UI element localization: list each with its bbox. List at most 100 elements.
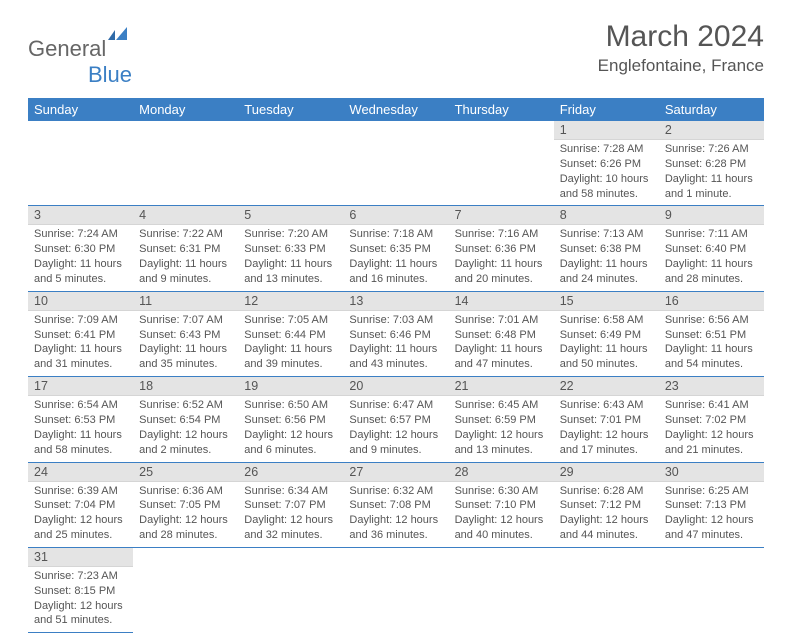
day-details: Sunrise: 7:16 AMSunset: 6:36 PMDaylight:… bbox=[449, 225, 554, 290]
day-number: 3 bbox=[28, 206, 133, 225]
calendar-cell: 12Sunrise: 7:05 AMSunset: 6:44 PMDayligh… bbox=[238, 291, 343, 376]
calendar-cell bbox=[238, 121, 343, 206]
calendar-row: 31Sunrise: 7:23 AMSunset: 8:15 PMDayligh… bbox=[28, 547, 764, 632]
calendar-cell: 20Sunrise: 6:47 AMSunset: 6:57 PMDayligh… bbox=[343, 377, 448, 462]
day-details: Sunrise: 6:39 AMSunset: 7:04 PMDaylight:… bbox=[28, 482, 133, 547]
day-details: Sunrise: 6:30 AMSunset: 7:10 PMDaylight:… bbox=[449, 482, 554, 547]
day-details: Sunrise: 6:45 AMSunset: 6:59 PMDaylight:… bbox=[449, 396, 554, 461]
day-details: Sunrise: 7:24 AMSunset: 6:30 PMDaylight:… bbox=[28, 225, 133, 290]
calendar-cell: 5Sunrise: 7:20 AMSunset: 6:33 PMDaylight… bbox=[238, 206, 343, 291]
day-details: Sunrise: 7:03 AMSunset: 6:46 PMDaylight:… bbox=[343, 311, 448, 376]
day-details: Sunrise: 6:28 AMSunset: 7:12 PMDaylight:… bbox=[554, 482, 659, 547]
calendar-cell bbox=[659, 547, 764, 632]
calendar-cell: 19Sunrise: 6:50 AMSunset: 6:56 PMDayligh… bbox=[238, 377, 343, 462]
calendar-cell: 18Sunrise: 6:52 AMSunset: 6:54 PMDayligh… bbox=[133, 377, 238, 462]
calendar-cell: 31Sunrise: 7:23 AMSunset: 8:15 PMDayligh… bbox=[28, 547, 133, 632]
calendar-cell: 25Sunrise: 6:36 AMSunset: 7:05 PMDayligh… bbox=[133, 462, 238, 547]
day-number: 24 bbox=[28, 463, 133, 482]
calendar-cell: 2Sunrise: 7:26 AMSunset: 6:28 PMDaylight… bbox=[659, 121, 764, 206]
calendar-row: 24Sunrise: 6:39 AMSunset: 7:04 PMDayligh… bbox=[28, 462, 764, 547]
day-number: 22 bbox=[554, 377, 659, 396]
calendar-row: 17Sunrise: 6:54 AMSunset: 6:53 PMDayligh… bbox=[28, 377, 764, 462]
day-number: 20 bbox=[343, 377, 448, 396]
calendar-cell: 26Sunrise: 6:34 AMSunset: 7:07 PMDayligh… bbox=[238, 462, 343, 547]
day-details: Sunrise: 6:36 AMSunset: 7:05 PMDaylight:… bbox=[133, 482, 238, 547]
day-details: Sunrise: 6:43 AMSunset: 7:01 PMDaylight:… bbox=[554, 396, 659, 461]
calendar-cell bbox=[28, 121, 133, 206]
calendar-cell: 6Sunrise: 7:18 AMSunset: 6:35 PMDaylight… bbox=[343, 206, 448, 291]
day-details: Sunrise: 7:05 AMSunset: 6:44 PMDaylight:… bbox=[238, 311, 343, 376]
day-number: 26 bbox=[238, 463, 343, 482]
calendar-cell bbox=[343, 121, 448, 206]
calendar-cell: 27Sunrise: 6:32 AMSunset: 7:08 PMDayligh… bbox=[343, 462, 448, 547]
logo-flag-icon bbox=[108, 26, 130, 42]
location-label: Englefontaine, France bbox=[598, 56, 764, 76]
calendar-cell: 8Sunrise: 7:13 AMSunset: 6:38 PMDaylight… bbox=[554, 206, 659, 291]
calendar-cell: 9Sunrise: 7:11 AMSunset: 6:40 PMDaylight… bbox=[659, 206, 764, 291]
day-number: 19 bbox=[238, 377, 343, 396]
day-number: 16 bbox=[659, 292, 764, 311]
calendar-cell bbox=[133, 121, 238, 206]
day-details: Sunrise: 7:26 AMSunset: 6:28 PMDaylight:… bbox=[659, 140, 764, 205]
day-details: Sunrise: 7:28 AMSunset: 6:26 PMDaylight:… bbox=[554, 140, 659, 205]
day-number: 29 bbox=[554, 463, 659, 482]
calendar-cell: 13Sunrise: 7:03 AMSunset: 6:46 PMDayligh… bbox=[343, 291, 448, 376]
calendar-cell bbox=[449, 121, 554, 206]
calendar-table: SundayMondayTuesdayWednesdayThursdayFrid… bbox=[28, 98, 764, 633]
calendar-cell bbox=[554, 547, 659, 632]
calendar-cell: 24Sunrise: 6:39 AMSunset: 7:04 PMDayligh… bbox=[28, 462, 133, 547]
day-number: 1 bbox=[554, 121, 659, 140]
weekday-header: Sunday bbox=[28, 98, 133, 121]
weekday-header: Thursday bbox=[449, 98, 554, 121]
day-details: Sunrise: 7:20 AMSunset: 6:33 PMDaylight:… bbox=[238, 225, 343, 290]
day-details: Sunrise: 7:22 AMSunset: 6:31 PMDaylight:… bbox=[133, 225, 238, 290]
day-details: Sunrise: 7:11 AMSunset: 6:40 PMDaylight:… bbox=[659, 225, 764, 290]
day-number: 14 bbox=[449, 292, 554, 311]
day-details: Sunrise: 7:07 AMSunset: 6:43 PMDaylight:… bbox=[133, 311, 238, 376]
calendar-row: 1Sunrise: 7:28 AMSunset: 6:26 PMDaylight… bbox=[28, 121, 764, 206]
weekday-header: Tuesday bbox=[238, 98, 343, 121]
day-number: 27 bbox=[343, 463, 448, 482]
day-number: 6 bbox=[343, 206, 448, 225]
calendar-cell: 7Sunrise: 7:16 AMSunset: 6:36 PMDaylight… bbox=[449, 206, 554, 291]
calendar-row: 10Sunrise: 7:09 AMSunset: 6:41 PMDayligh… bbox=[28, 291, 764, 376]
calendar-cell bbox=[238, 547, 343, 632]
day-number: 8 bbox=[554, 206, 659, 225]
day-number: 13 bbox=[343, 292, 448, 311]
day-number: 11 bbox=[133, 292, 238, 311]
day-details: Sunrise: 7:18 AMSunset: 6:35 PMDaylight:… bbox=[343, 225, 448, 290]
calendar-header-row: SundayMondayTuesdayWednesdayThursdayFrid… bbox=[28, 98, 764, 121]
day-number: 18 bbox=[133, 377, 238, 396]
day-details: Sunrise: 6:41 AMSunset: 7:02 PMDaylight:… bbox=[659, 396, 764, 461]
day-number: 12 bbox=[238, 292, 343, 311]
calendar-cell: 15Sunrise: 6:58 AMSunset: 6:49 PMDayligh… bbox=[554, 291, 659, 376]
day-details: Sunrise: 6:52 AMSunset: 6:54 PMDaylight:… bbox=[133, 396, 238, 461]
calendar-cell: 3Sunrise: 7:24 AMSunset: 6:30 PMDaylight… bbox=[28, 206, 133, 291]
day-details: Sunrise: 6:25 AMSunset: 7:13 PMDaylight:… bbox=[659, 482, 764, 547]
day-details: Sunrise: 7:23 AMSunset: 8:15 PMDaylight:… bbox=[28, 567, 133, 632]
day-number: 23 bbox=[659, 377, 764, 396]
day-number: 17 bbox=[28, 377, 133, 396]
day-number: 9 bbox=[659, 206, 764, 225]
weekday-header: Friday bbox=[554, 98, 659, 121]
day-number: 28 bbox=[449, 463, 554, 482]
calendar-cell: 10Sunrise: 7:09 AMSunset: 6:41 PMDayligh… bbox=[28, 291, 133, 376]
calendar-cell: 28Sunrise: 6:30 AMSunset: 7:10 PMDayligh… bbox=[449, 462, 554, 547]
calendar-cell: 21Sunrise: 6:45 AMSunset: 6:59 PMDayligh… bbox=[449, 377, 554, 462]
calendar-cell: 22Sunrise: 6:43 AMSunset: 7:01 PMDayligh… bbox=[554, 377, 659, 462]
calendar-cell: 4Sunrise: 7:22 AMSunset: 6:31 PMDaylight… bbox=[133, 206, 238, 291]
day-details: Sunrise: 6:54 AMSunset: 6:53 PMDaylight:… bbox=[28, 396, 133, 461]
day-details: Sunrise: 7:09 AMSunset: 6:41 PMDaylight:… bbox=[28, 311, 133, 376]
month-title: March 2024 bbox=[598, 20, 764, 54]
calendar-cell: 1Sunrise: 7:28 AMSunset: 6:26 PMDaylight… bbox=[554, 121, 659, 206]
day-number: 31 bbox=[28, 548, 133, 567]
day-details: Sunrise: 7:01 AMSunset: 6:48 PMDaylight:… bbox=[449, 311, 554, 376]
day-number: 5 bbox=[238, 206, 343, 225]
logo-text-blue: Blue bbox=[88, 62, 132, 87]
day-number: 10 bbox=[28, 292, 133, 311]
weekday-header: Saturday bbox=[659, 98, 764, 121]
calendar-cell: 29Sunrise: 6:28 AMSunset: 7:12 PMDayligh… bbox=[554, 462, 659, 547]
calendar-cell: 14Sunrise: 7:01 AMSunset: 6:48 PMDayligh… bbox=[449, 291, 554, 376]
day-details: Sunrise: 6:47 AMSunset: 6:57 PMDaylight:… bbox=[343, 396, 448, 461]
calendar-cell bbox=[449, 547, 554, 632]
